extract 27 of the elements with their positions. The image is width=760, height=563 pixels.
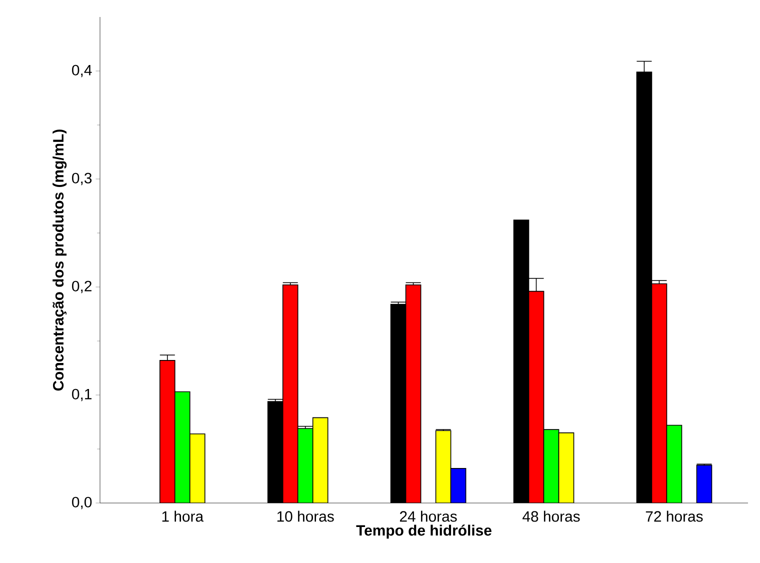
bar [558,432,574,503]
y-tick-label: 0,0 [72,496,92,510]
bar [666,424,682,503]
x-tick-label: 1 hora [162,510,204,522]
bar [174,391,190,503]
bar [435,430,452,503]
x-tick-label: 24 horas [400,510,457,522]
bar [282,284,298,503]
bar [312,417,328,503]
bar [528,290,544,503]
bar [696,464,712,503]
bar [297,428,314,503]
x-tick-label: 48 horas [522,510,580,522]
bar [159,360,176,503]
y-tick-label: 0,1 [72,388,92,402]
x-tick-label: 10 horas [277,510,334,522]
x-tick-label: 72 horas [646,510,703,522]
bar [450,468,466,503]
bar [189,433,206,503]
y-axis-title: Concentração dos produtos (mg/mL) [52,130,67,391]
bar [651,283,668,503]
bar [543,429,560,503]
x-axis-title: Tempo de hidrólise [356,524,492,539]
y-tick-label: 0,4 [72,64,92,78]
y-tick-label: 0,3 [72,172,92,186]
bar [405,284,422,503]
y-tick-label: 0,2 [72,280,92,294]
